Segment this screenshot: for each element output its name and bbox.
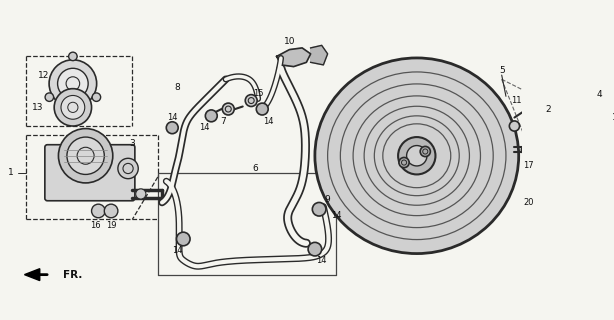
Text: 14: 14 xyxy=(200,123,210,132)
Text: 1: 1 xyxy=(8,168,14,177)
Text: 14: 14 xyxy=(316,256,327,265)
Circle shape xyxy=(118,158,138,179)
Circle shape xyxy=(136,189,146,199)
Circle shape xyxy=(406,146,427,166)
FancyBboxPatch shape xyxy=(555,103,597,208)
Text: 14: 14 xyxy=(263,117,273,126)
Ellipse shape xyxy=(315,58,519,253)
Circle shape xyxy=(420,147,430,156)
Text: 19: 19 xyxy=(106,221,116,230)
Text: 5: 5 xyxy=(499,66,505,75)
Text: 18: 18 xyxy=(612,113,614,122)
Circle shape xyxy=(61,95,85,119)
Circle shape xyxy=(69,52,77,61)
Polygon shape xyxy=(25,269,40,281)
Text: 7: 7 xyxy=(220,117,226,126)
Polygon shape xyxy=(277,48,311,67)
Circle shape xyxy=(533,111,546,124)
Polygon shape xyxy=(311,45,328,65)
Circle shape xyxy=(58,68,88,99)
Circle shape xyxy=(245,95,257,107)
Circle shape xyxy=(308,242,322,256)
Circle shape xyxy=(58,129,113,183)
Circle shape xyxy=(510,121,519,131)
Circle shape xyxy=(91,204,105,218)
Circle shape xyxy=(205,110,217,122)
Text: 8: 8 xyxy=(174,83,180,92)
Text: 2: 2 xyxy=(546,105,551,114)
Text: 12: 12 xyxy=(37,71,49,80)
Text: 14: 14 xyxy=(331,211,341,220)
Circle shape xyxy=(256,103,268,115)
Circle shape xyxy=(92,93,101,101)
Circle shape xyxy=(603,124,614,137)
Circle shape xyxy=(558,107,570,119)
Text: 17: 17 xyxy=(524,162,534,171)
Text: FR.: FR. xyxy=(63,270,82,280)
Circle shape xyxy=(581,107,593,119)
Circle shape xyxy=(581,192,593,204)
Text: 9: 9 xyxy=(325,196,330,204)
Text: 10: 10 xyxy=(284,36,295,46)
Ellipse shape xyxy=(567,134,584,177)
Text: 14: 14 xyxy=(167,113,177,122)
Circle shape xyxy=(45,93,53,101)
Circle shape xyxy=(398,137,435,174)
Text: 11: 11 xyxy=(511,96,521,105)
Text: 3: 3 xyxy=(130,139,135,148)
Text: 16: 16 xyxy=(90,221,101,230)
Circle shape xyxy=(104,204,118,218)
Text: 4: 4 xyxy=(597,90,602,99)
Text: 13: 13 xyxy=(31,103,43,112)
Circle shape xyxy=(67,137,104,174)
Circle shape xyxy=(521,146,530,154)
Circle shape xyxy=(54,89,91,126)
Circle shape xyxy=(49,60,96,107)
Circle shape xyxy=(176,232,190,246)
Text: 14: 14 xyxy=(172,246,182,255)
Text: 15: 15 xyxy=(254,89,264,98)
Circle shape xyxy=(166,122,178,134)
Circle shape xyxy=(558,192,570,204)
Circle shape xyxy=(399,157,409,168)
Circle shape xyxy=(222,103,234,115)
Text: 20: 20 xyxy=(524,198,534,207)
Circle shape xyxy=(313,203,326,216)
FancyBboxPatch shape xyxy=(45,145,135,201)
Text: 6: 6 xyxy=(252,164,258,173)
